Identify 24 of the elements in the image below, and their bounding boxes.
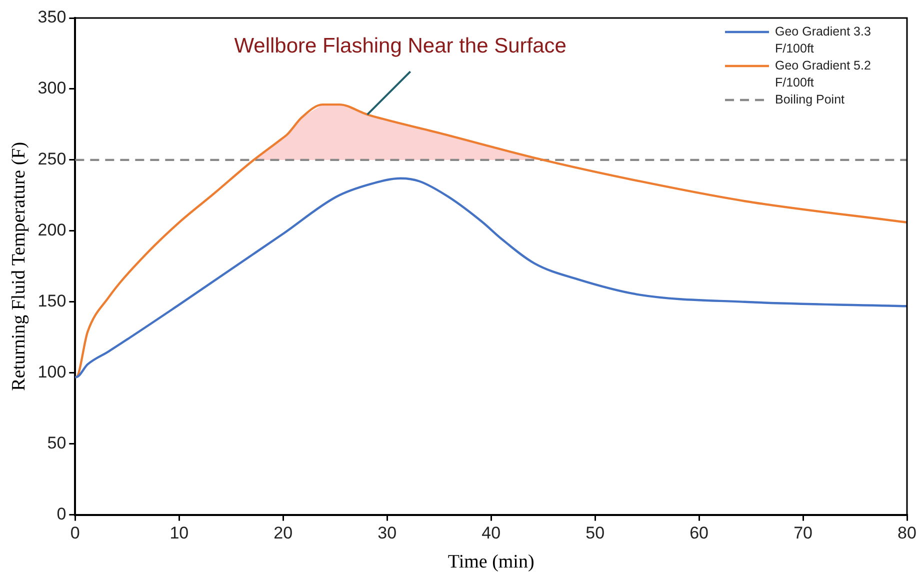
x-tick-label: 20: [274, 524, 293, 543]
y-tick-label: 200: [38, 220, 66, 240]
legend-label: Geo Gradient 3.3 F/100ft: [775, 24, 871, 56]
x-tick-label: 80: [898, 524, 916, 543]
x-axis-title: Time (min): [448, 552, 534, 573]
x-tick-label: 10: [170, 524, 189, 543]
y-tick-label: 250: [38, 150, 66, 169]
y-tick-label: 100: [38, 362, 66, 382]
x-tick-label: 70: [794, 524, 812, 543]
x-tick-label: 30: [378, 524, 397, 543]
legend-label: Boiling Point: [775, 92, 846, 106]
x-tick-label: 60: [690, 524, 708, 543]
y-tick-label: 350: [38, 8, 66, 27]
annotation: Wellbore Flashing Near the Surface: [234, 34, 566, 58]
y-tick-label: 50: [47, 434, 66, 453]
x-tick-label: 50: [586, 524, 605, 543]
line-series: [75, 177, 907, 378]
y-tick-label: 150: [38, 292, 66, 311]
y-tick-label: 300: [38, 78, 66, 98]
y-axis-title: Returning Fluid Temperature (F): [8, 142, 30, 391]
y-tick-label: 0: [56, 504, 66, 524]
x-tick-label: 0: [70, 524, 80, 543]
x-tick-label: 40: [482, 524, 501, 543]
legend-label: Geo Gradient 5.2 F/100ft: [775, 58, 871, 90]
